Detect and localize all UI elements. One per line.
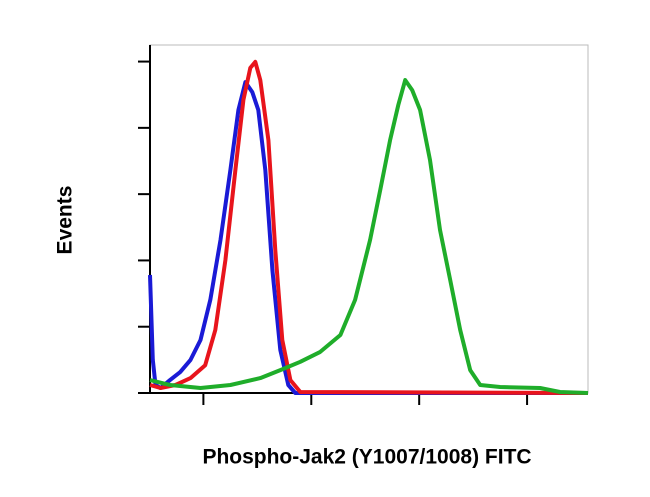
histogram-line [149,59,589,395]
y-axis-label: Events [54,186,77,255]
plot-frame [149,44,589,394]
x-axis-label: Phospho-Jak2 (Y1007/1008) FITC [202,446,531,469]
histogram-line [149,78,589,395]
